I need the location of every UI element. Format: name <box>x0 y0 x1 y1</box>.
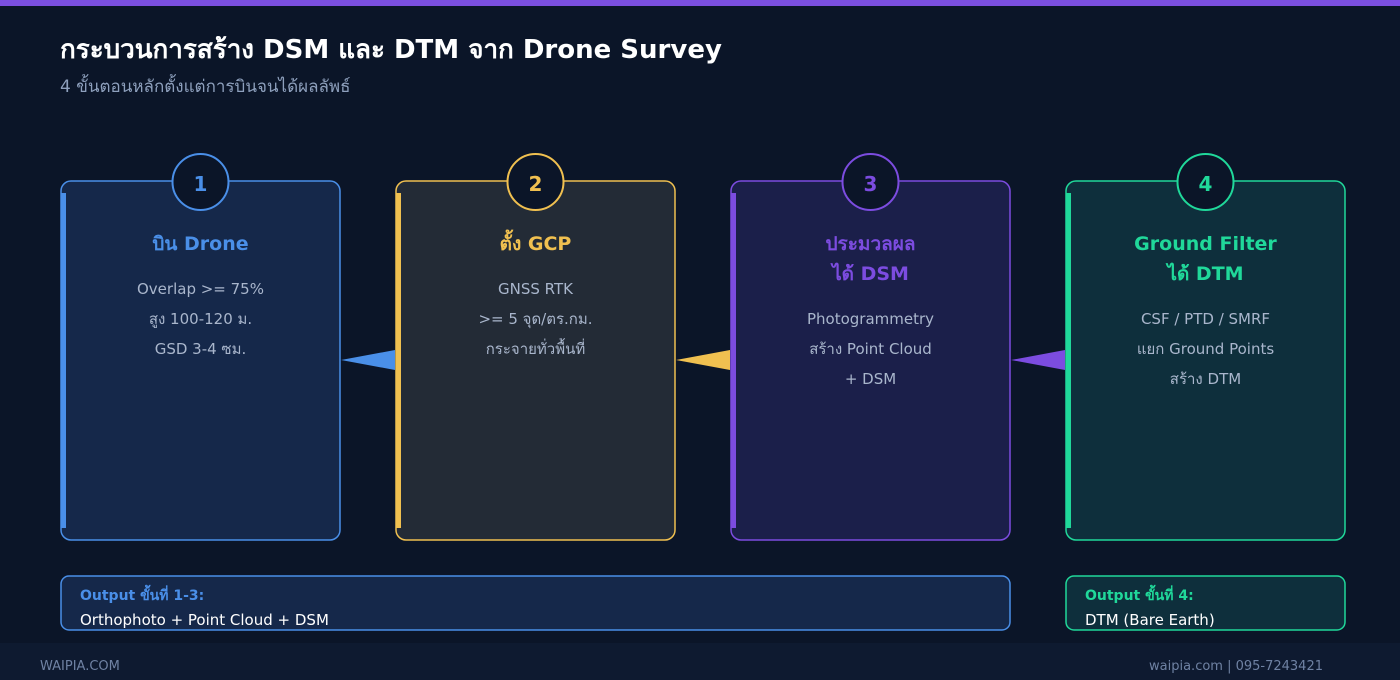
output-text: Orthophoto + Point Cloud + DSM <box>80 611 329 629</box>
step-title: Ground Filter <box>1134 233 1277 255</box>
output-text: DTM (Bare Earth) <box>1085 611 1215 629</box>
step-title: ประมวลผล <box>825 233 915 255</box>
step-detail: CSF / PTD / SMRF <box>1141 310 1270 328</box>
output-label: Output ขั้นที่ 4: <box>1085 584 1194 604</box>
card-accent <box>1066 193 1071 528</box>
step-title: ได้ DSM <box>830 262 909 285</box>
top-bar <box>0 0 1400 6</box>
card-accent <box>396 193 401 528</box>
card-accent <box>61 193 66 528</box>
subtitle: 4 ขั้นตอนหลักตั้งแต่การบินจนได้ผลลัพธ์ <box>60 74 351 97</box>
step-detail: >= 5 จุด/ตร.กม. <box>478 310 592 329</box>
output-box <box>1065 575 1346 631</box>
step-detail: + DSM <box>845 370 896 388</box>
step-number: 1 <box>194 172 208 196</box>
step-detail: สร้าง DTM <box>1170 370 1241 388</box>
card-accent <box>731 193 736 528</box>
flow-arrow <box>676 350 730 370</box>
footer-right: waipia.com | 095-7243421 <box>1149 659 1323 674</box>
step-detail: กระจายทั่วพื้นที่ <box>486 338 586 358</box>
footer-left: WAIPIA.COM <box>40 659 120 674</box>
output-box <box>60 575 1011 631</box>
step-title: ได้ DTM <box>1165 262 1243 285</box>
step-detail: Overlap >= 75% <box>137 280 264 298</box>
step-title: บิน Drone <box>152 233 248 255</box>
step-detail: สร้าง Point Cloud <box>809 340 932 358</box>
footer-band <box>0 643 1400 680</box>
step-badge <box>1176 153 1235 211</box>
step-number: 3 <box>864 172 878 196</box>
title: กระบวนการสร้าง DSM และ DTM จาก Drone Sur… <box>60 35 722 65</box>
step-number: 4 <box>1199 172 1213 196</box>
step-detail: แยก Ground Points <box>1137 340 1274 358</box>
step-detail: GNSS RTK <box>498 280 574 298</box>
step-badge <box>506 153 565 211</box>
step-badge <box>841 153 900 211</box>
step-detail: สูง 100-120 ม. <box>149 310 252 328</box>
step-detail: Photogrammetry <box>807 310 934 328</box>
output-label: Output ขั้นที่ 1-3: <box>80 584 204 604</box>
step-title: ตั้ง GCP <box>500 229 572 255</box>
flow-arrow <box>341 350 395 370</box>
flow-arrow <box>1011 350 1065 370</box>
step-badge <box>171 153 230 211</box>
step-detail: GSD 3-4 ซม. <box>155 340 247 358</box>
step-number: 2 <box>529 172 543 196</box>
